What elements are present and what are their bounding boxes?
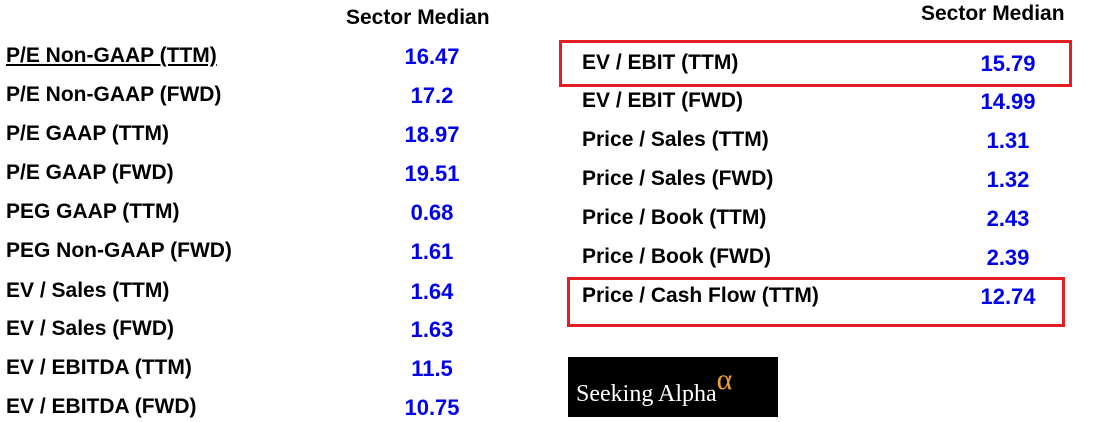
right-row-value: 15.79	[980, 51, 1036, 76]
left-row-value: 17.2	[410, 83, 454, 108]
left-row-value: 19.51	[404, 161, 460, 186]
right-row-value: 12.74	[980, 284, 1036, 309]
right-column-header: Sector Median	[921, 2, 1065, 25]
left-row-label: PEG Non-GAAP (FWD)	[6, 239, 232, 262]
alpha-icon: α	[716, 363, 733, 396]
logo-text: Seeking Alpha	[576, 381, 717, 407]
left-row-label[interactable]: P/E Non-GAAP (TTM)	[6, 44, 217, 67]
left-row-label: P/E GAAP (FWD)	[6, 161, 174, 184]
right-row-label: Price / Book (FWD)	[582, 245, 772, 268]
highlight-box-price-cash-flow	[567, 277, 1065, 327]
left-column-header: Sector Median	[346, 6, 490, 29]
left-row-value: 16.47	[404, 44, 460, 69]
left-row-label: EV / Sales (FWD)	[6, 317, 175, 340]
right-row-value: 2.43	[986, 206, 1030, 231]
left-row-label: EV / EBITDA (FWD)	[6, 395, 197, 418]
left-row-label: P/E GAAP (TTM)	[6, 122, 169, 145]
left-row-value: 1.61	[410, 239, 454, 264]
left-row-value: 11.5	[411, 356, 453, 381]
right-row-label: EV / EBIT (FWD)	[582, 89, 743, 112]
left-row-label: EV / EBITDA (TTM)	[6, 356, 192, 379]
left-row-label: P/E Non-GAAP (FWD)	[6, 83, 222, 106]
right-row-value: 14.99	[980, 89, 1036, 114]
right-row-value: 2.39	[986, 245, 1030, 270]
left-row-label: PEG GAAP (TTM)	[6, 200, 180, 223]
left-row-value: 0.68	[410, 200, 454, 225]
right-row-label: Price / Book (TTM)	[582, 206, 767, 229]
right-row-value: 1.31	[986, 128, 1030, 153]
right-row-value: 1.32	[986, 167, 1030, 192]
highlight-box-ev-ebit	[559, 40, 1072, 87]
left-row-value: 18.97	[404, 122, 460, 147]
right-row-label: Price / Cash Flow (TTM)	[582, 284, 819, 307]
seeking-alpha-logo: Seeking Alphaα	[568, 357, 778, 417]
left-row-label: EV / Sales (TTM)	[6, 279, 170, 302]
right-row-label: Price / Sales (TTM)	[582, 128, 769, 151]
right-row-label: Price / Sales (FWD)	[582, 167, 774, 190]
left-row-value: 1.63	[410, 317, 454, 342]
left-row-value: 1.64	[410, 279, 454, 304]
left-row-value: 10.75	[404, 395, 460, 420]
right-row-label: EV / EBIT (TTM)	[582, 51, 739, 74]
